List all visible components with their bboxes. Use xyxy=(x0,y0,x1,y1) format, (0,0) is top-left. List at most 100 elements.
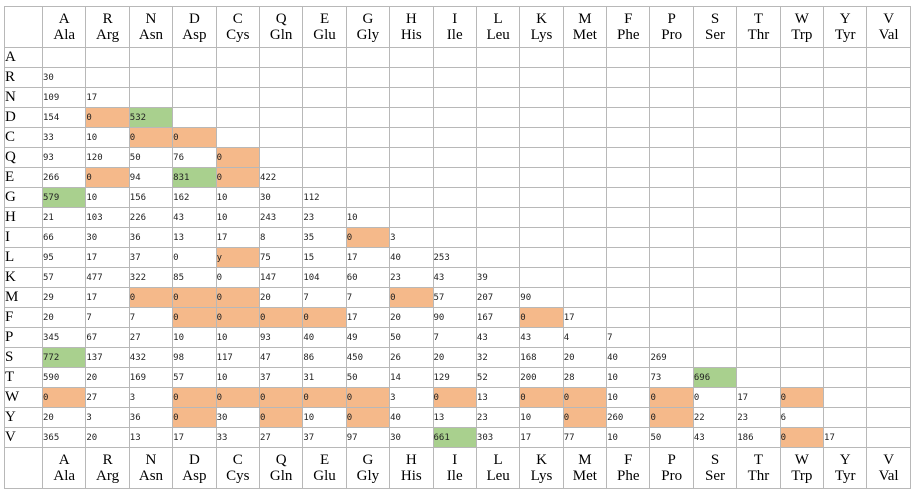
matrix-cell: 156 xyxy=(128,187,174,208)
matrix-cell: 207 xyxy=(475,287,521,308)
matrix-cell: 10 xyxy=(215,367,260,388)
matrix-cell: 7 xyxy=(302,287,347,308)
column-header-gln: Q Gln xyxy=(258,6,304,48)
matrix-cell: 30 xyxy=(258,187,304,208)
matrix-cell: 17 xyxy=(85,87,130,108)
matrix-cell xyxy=(692,307,738,328)
matrix-cell xyxy=(649,47,694,68)
matrix-cell: 17 xyxy=(736,387,781,408)
matrix-cell: 50 xyxy=(389,327,434,348)
matrix-cell xyxy=(345,187,391,208)
matrix-cell: 0 xyxy=(389,287,434,308)
matrix-cell xyxy=(823,247,868,268)
matrix-cell: 6 xyxy=(779,407,825,428)
matrix-cell xyxy=(736,367,781,388)
matrix-cell xyxy=(823,147,868,168)
matrix-cell xyxy=(85,47,130,68)
matrix-cell: 0 xyxy=(215,307,260,328)
matrix-cell: 0 xyxy=(519,387,564,408)
row-label: W xyxy=(4,387,43,408)
matrix-cell xyxy=(866,367,911,388)
matrix-cell xyxy=(519,167,564,188)
matrix-cell xyxy=(519,67,564,88)
row-label: L xyxy=(4,247,43,268)
matrix-cell: 23 xyxy=(736,407,781,428)
column-header-row-bottom: A Ala R Arg N Asn D Asp C Cys Q Gln E Glu G Gly H His I Ile… xyxy=(4,447,911,489)
matrix-cell: 13 xyxy=(432,407,477,428)
matrix-cell: 0 xyxy=(649,407,694,428)
column-header-tyr: Y Tyr xyxy=(823,6,868,48)
matrix-row-w: W 0 27 3 0 0 0 0 0 3 0 13 0 0 10 0 0 17 0 xyxy=(4,387,911,408)
column-letter: W xyxy=(794,11,809,27)
matrix-cell xyxy=(215,87,260,108)
matrix-cell: 13 xyxy=(475,387,521,408)
matrix-cell xyxy=(606,267,651,288)
matrix-cell xyxy=(779,47,825,68)
matrix-cell xyxy=(736,107,781,128)
matrix-cell xyxy=(649,127,694,148)
matrix-cell xyxy=(736,167,781,188)
matrix-cell: 269 xyxy=(649,347,694,368)
column-header-ser: S Ser xyxy=(692,6,738,48)
matrix-row-r: R 30 xyxy=(4,67,911,88)
matrix-cell xyxy=(519,267,564,288)
matrix-cell: 33 xyxy=(215,427,260,448)
column-header-tyr: Y Tyr xyxy=(823,447,868,489)
matrix-cell xyxy=(692,127,738,148)
matrix-cell xyxy=(692,327,738,348)
matrix-cell: 32 xyxy=(475,347,521,368)
matrix-cell: 57 xyxy=(432,287,477,308)
matrix-cell: 85 xyxy=(172,267,217,288)
matrix-cell: 67 xyxy=(85,327,130,348)
matrix-cell xyxy=(736,127,781,148)
matrix-cell: 47 xyxy=(258,347,304,368)
matrix-cell xyxy=(866,147,911,168)
matrix-cell xyxy=(736,147,781,168)
matrix-cell: 0 xyxy=(128,127,174,148)
column-letter: V xyxy=(883,452,895,468)
substitution-matrix-table: A Ala R Arg N Asn D Asp C Cys Q Gln E Glu G Gly H His I Ile… xyxy=(4,6,911,489)
matrix-cell: 23 xyxy=(302,207,347,228)
column-letter: W xyxy=(794,452,809,468)
matrix-cell: 0 xyxy=(345,387,391,408)
matrix-cell xyxy=(649,187,694,208)
matrix-cell: 7 xyxy=(85,307,130,328)
matrix-cell: 40 xyxy=(606,347,651,368)
matrix-cell xyxy=(692,227,738,248)
matrix-row-f: F 20 7 7 0 0 0 0 17 20 90 167 0 17 xyxy=(4,307,911,328)
matrix-cell: 13 xyxy=(128,427,174,448)
column-header-glu: E Glu xyxy=(302,447,347,489)
matrix-cell: 7 xyxy=(345,287,391,308)
matrix-cell: 226 xyxy=(128,207,174,228)
row-label: D xyxy=(4,107,43,128)
column-letter: Y xyxy=(839,11,851,27)
column-letter: N xyxy=(145,11,157,27)
column-header-arg: R Arg xyxy=(85,447,130,489)
column-letter: F xyxy=(624,452,633,468)
matrix-cell: 17 xyxy=(85,287,130,308)
column-letter: P xyxy=(667,11,676,27)
matrix-cell xyxy=(866,327,911,348)
column-header-ile: I Ile xyxy=(432,447,477,489)
column-letter: M xyxy=(578,452,592,468)
matrix-cell: 77 xyxy=(562,427,608,448)
matrix-cell: 20 xyxy=(85,427,130,448)
matrix-cell xyxy=(519,187,564,208)
column-header-met: M Met xyxy=(562,447,608,489)
column-letter: P xyxy=(667,452,676,468)
column-abbreviation: Tyr xyxy=(834,27,856,43)
matrix-cell: 345 xyxy=(41,327,87,348)
matrix-cell xyxy=(172,67,217,88)
matrix-cell xyxy=(866,107,911,128)
matrix-cell: 200 xyxy=(519,367,564,388)
matrix-cell xyxy=(649,167,694,188)
matrix-cell xyxy=(649,247,694,268)
matrix-cell xyxy=(562,247,608,268)
matrix-cell xyxy=(736,87,781,108)
column-letter: Q xyxy=(275,452,287,468)
column-header-leu: L Leu xyxy=(475,6,521,48)
matrix-cell xyxy=(258,107,304,128)
column-letter: S xyxy=(710,452,720,468)
column-header-trp: W Trp xyxy=(779,447,825,489)
column-abbreviation: Leu xyxy=(486,468,510,484)
